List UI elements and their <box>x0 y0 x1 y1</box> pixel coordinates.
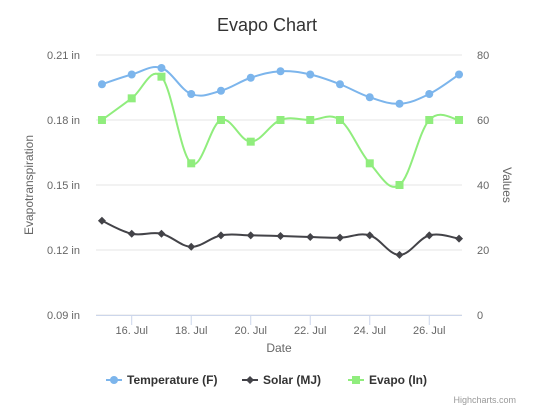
data-point[interactable] <box>246 137 255 146</box>
x-tick-label: 22. Jul <box>294 325 326 337</box>
legend-symbol-marker <box>110 376 118 384</box>
data-point[interactable] <box>97 80 106 89</box>
x-tick-label: 18. Jul <box>175 325 207 337</box>
series-line <box>101 72 460 188</box>
data-point[interactable] <box>365 231 374 240</box>
legend-item-evapo-in[interactable]: Evapo (In) <box>348 373 427 387</box>
data-point[interactable] <box>246 231 255 240</box>
legend-label: Solar (MJ) <box>263 373 321 387</box>
data-point[interactable] <box>425 90 434 98</box>
data-point[interactable] <box>455 70 464 79</box>
data-point[interactable] <box>157 229 166 238</box>
data-point[interactable] <box>157 72 166 81</box>
data-point[interactable] <box>127 70 136 79</box>
data-point[interactable] <box>455 234 464 243</box>
data-point[interactable] <box>187 159 196 168</box>
x-tick-label: 26. Jul <box>413 325 445 337</box>
data-point[interactable] <box>455 116 464 124</box>
data-point[interactable] <box>395 99 404 108</box>
data-point[interactable] <box>365 159 374 168</box>
data-point[interactable] <box>306 70 315 79</box>
data-point[interactable] <box>276 67 285 76</box>
chart-title: Evapo Chart <box>217 15 317 35</box>
data-point[interactable] <box>276 232 285 241</box>
data-point[interactable] <box>127 94 136 103</box>
y-left-tick-label: 0.15 in <box>47 180 80 192</box>
legend-symbol-marker <box>352 376 360 384</box>
data-point[interactable] <box>216 86 225 95</box>
data-point[interactable] <box>425 116 434 124</box>
data-point[interactable] <box>395 250 404 259</box>
data-point[interactable] <box>187 242 196 251</box>
data-point[interactable] <box>216 231 225 240</box>
series-temperature-f <box>97 64 464 108</box>
y-axis-left: 0.09 in 0.12 in 0.15 in 0.18 in 0.21 in <box>47 50 80 322</box>
legend-label: Evapo (In) <box>369 373 427 387</box>
data-point[interactable] <box>336 233 344 242</box>
y-left-tick-label: 0.09 in <box>47 310 80 322</box>
x-tick-label: 24. Jul <box>354 325 386 337</box>
series-solar-mj <box>97 216 464 259</box>
y-left-tick-label: 0.12 in <box>47 245 80 257</box>
data-point[interactable] <box>216 116 225 124</box>
x-tick-label: 16. Jul <box>115 325 147 337</box>
x-axis: 16. Jul 18. Jul 20. Jul 22. Jul 24. Jul 26. J… <box>96 315 462 337</box>
x-tick-label: 20. Jul <box>235 325 267 337</box>
y-right-tick-label: 40 <box>477 180 489 192</box>
y-left-tick-label: 0.18 in <box>47 115 80 127</box>
data-point[interactable] <box>246 73 255 82</box>
y-right-tick-label: 0 <box>477 310 483 322</box>
data-point[interactable] <box>336 116 344 124</box>
data-point[interactable] <box>336 80 344 89</box>
data-point[interactable] <box>187 90 196 98</box>
data-point[interactable] <box>97 216 106 225</box>
grid-lines <box>96 54 462 316</box>
data-point[interactable] <box>157 64 166 72</box>
data-point[interactable] <box>306 116 315 124</box>
data-point[interactable] <box>97 116 106 124</box>
credits-text[interactable]: Highcharts.com <box>453 395 516 405</box>
data-point[interactable] <box>365 93 374 102</box>
y-right-tick-label: 80 <box>477 50 489 62</box>
legend: Temperature (F) Solar (MJ) Evapo (In) <box>106 373 427 387</box>
data-point[interactable] <box>306 233 315 241</box>
series-group <box>97 64 464 259</box>
legend-item-temperature-f[interactable]: Temperature (F) <box>106 373 217 387</box>
data-point[interactable] <box>127 229 136 238</box>
x-axis-title: Date <box>266 341 292 355</box>
legend-symbol-marker <box>246 376 254 384</box>
legend-label: Temperature (F) <box>127 373 217 387</box>
data-point[interactable] <box>425 231 434 240</box>
series-evapo-in <box>97 72 464 189</box>
data-point[interactable] <box>276 116 285 124</box>
y-right-tick-label: 60 <box>477 115 489 127</box>
y-right-tick-label: 20 <box>477 245 489 257</box>
data-point[interactable] <box>395 181 404 189</box>
y-axis-right-title: Values <box>500 167 514 203</box>
y-axis-left-title: Evapotranspiration <box>22 135 36 235</box>
legend-item-solar-mj[interactable]: Solar (MJ) <box>242 373 321 387</box>
y-left-tick-label: 0.21 in <box>47 50 80 62</box>
y-axis-right: 0 20 40 60 80 <box>477 50 489 322</box>
